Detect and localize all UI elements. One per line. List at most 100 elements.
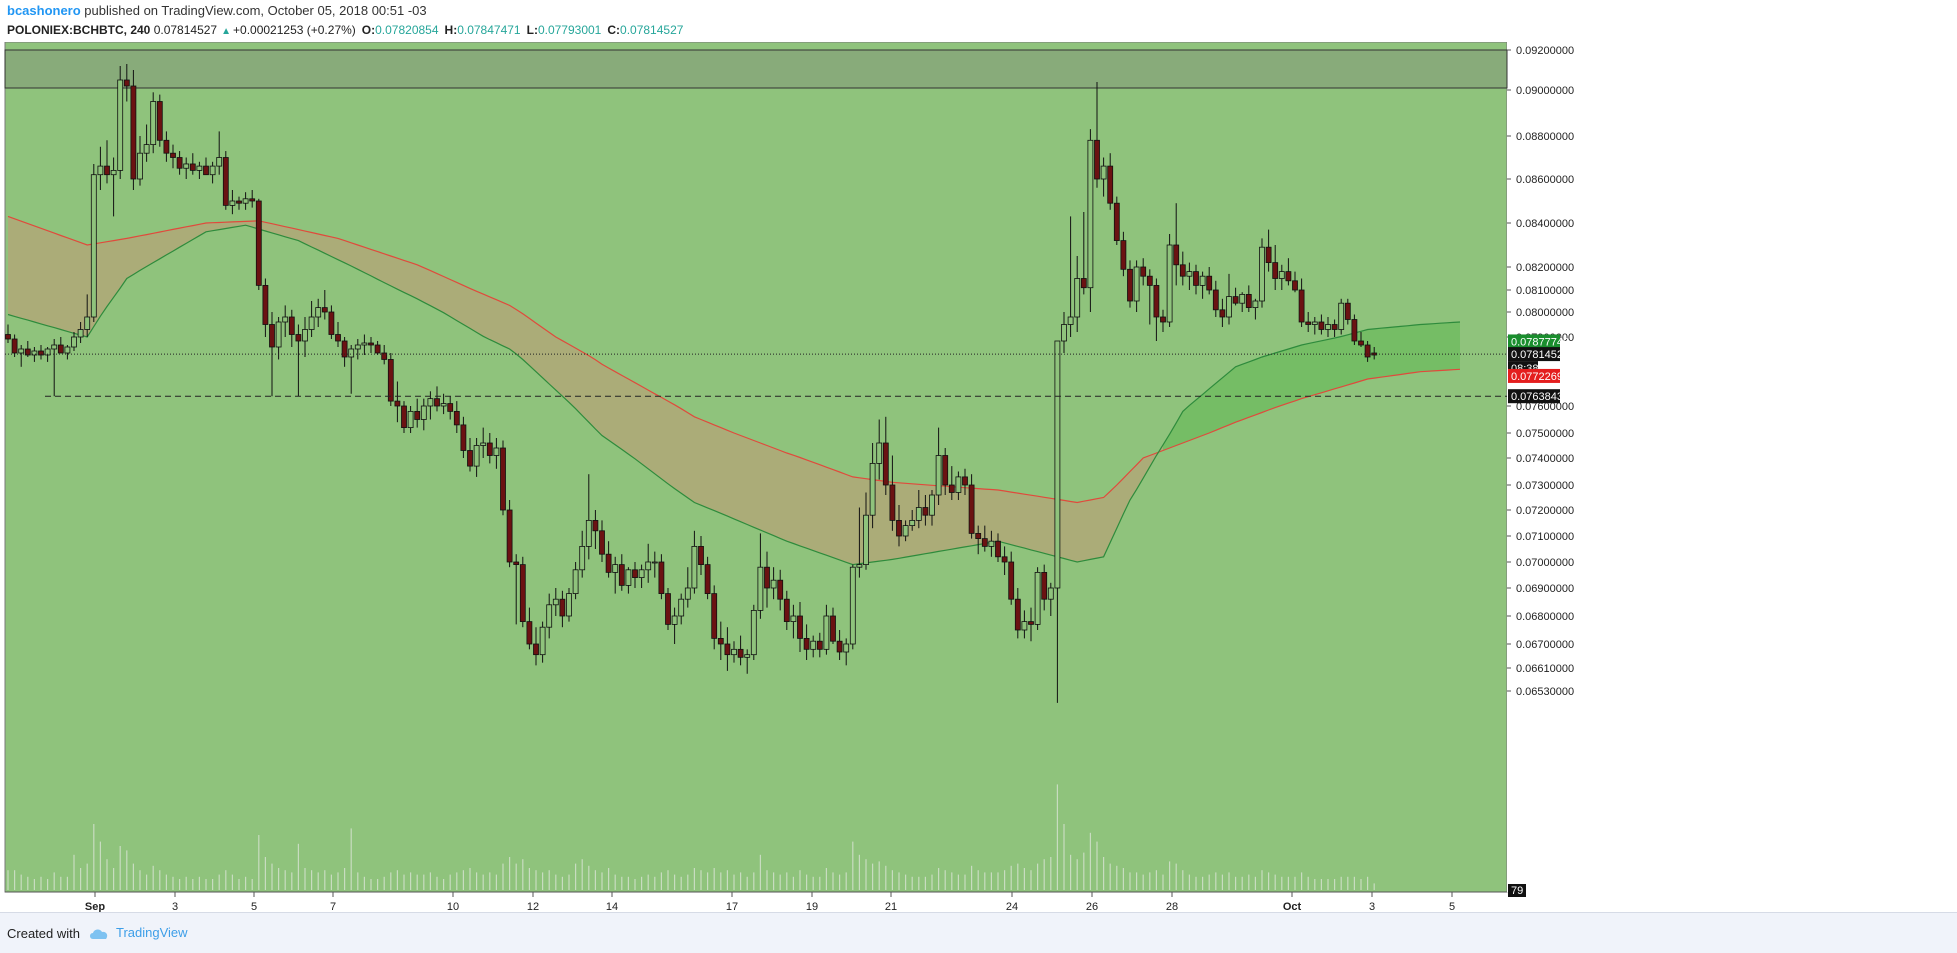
candle[interactable] [467, 438, 473, 472]
candle[interactable] [183, 157, 190, 180]
candle[interactable] [1087, 129, 1094, 312]
candle[interactable] [176, 151, 183, 175]
candle[interactable] [1133, 260, 1140, 312]
candle[interactable] [486, 433, 493, 464]
candle[interactable] [1351, 314, 1358, 346]
candle[interactable] [691, 530, 698, 594]
candle[interactable] [645, 543, 652, 583]
candle[interactable] [447, 396, 454, 420]
candle[interactable] [876, 419, 883, 480]
candle[interactable] [1338, 298, 1345, 335]
candle[interactable] [117, 66, 124, 179]
candle[interactable] [209, 161, 216, 184]
candle[interactable] [625, 567, 632, 594]
candle[interactable] [275, 317, 282, 360]
candle[interactable] [1100, 157, 1107, 197]
candle[interactable] [717, 621, 724, 660]
candle[interactable] [915, 490, 922, 529]
candle[interactable] [863, 492, 869, 570]
candle[interactable] [579, 530, 586, 578]
candle[interactable] [321, 290, 328, 320]
candle[interactable] [434, 386, 440, 412]
candle[interactable] [513, 554, 520, 625]
candle[interactable] [1305, 312, 1312, 332]
candle[interactable] [612, 556, 619, 594]
candle[interactable] [1252, 298, 1259, 320]
tradingview-logo[interactable]: TradingView [88, 925, 188, 940]
candle[interactable] [1094, 82, 1100, 188]
candle[interactable] [216, 131, 223, 175]
candle[interactable] [57, 337, 64, 354]
candle[interactable] [64, 345, 71, 360]
candle[interactable] [189, 153, 196, 175]
candle[interactable] [1120, 231, 1127, 277]
candle[interactable] [1021, 610, 1028, 639]
candle[interactable] [368, 337, 374, 353]
candle[interactable] [420, 398, 427, 431]
candle[interactable] [638, 564, 645, 588]
candle[interactable] [592, 510, 599, 549]
candle[interactable] [1311, 317, 1318, 335]
candle[interactable] [123, 64, 130, 102]
candle[interactable] [282, 305, 289, 337]
candle[interactable] [731, 641, 737, 663]
candle[interactable] [1199, 271, 1206, 299]
candle[interactable] [1080, 212, 1087, 295]
candle[interactable] [1061, 312, 1067, 353]
candle[interactable] [460, 416, 467, 458]
candle[interactable] [1239, 292, 1246, 312]
candle[interactable] [797, 602, 803, 652]
candle[interactable] [1173, 203, 1180, 286]
candle[interactable] [632, 562, 638, 588]
time-axis[interactable]: Sep 3 5 7 10 12 14 17 19 21 24 26 28 Oct 3 5 [5, 891, 1507, 912]
candle[interactable] [1160, 309, 1166, 332]
candle[interactable] [981, 525, 988, 552]
candle[interactable] [955, 471, 962, 501]
candle[interactable] [744, 649, 751, 674]
candle[interactable] [5, 324, 11, 344]
candle[interactable] [526, 607, 533, 650]
candle[interactable] [896, 505, 902, 547]
resistance-zone[interactable] [4, 49, 1508, 89]
candle[interactable] [1146, 269, 1153, 325]
candle[interactable] [473, 438, 480, 477]
candle[interactable] [156, 94, 163, 147]
candle[interactable] [1245, 285, 1252, 312]
candle[interactable] [922, 495, 929, 526]
candle[interactable] [823, 604, 830, 655]
candle[interactable] [1140, 258, 1147, 286]
candle[interactable] [315, 298, 322, 327]
candle[interactable] [242, 192, 249, 210]
candle[interactable] [1331, 319, 1338, 338]
candle[interactable] [942, 448, 949, 495]
candle[interactable] [18, 345, 25, 367]
candle[interactable] [1259, 238, 1265, 308]
candle[interactable] [262, 278, 269, 338]
candle[interactable] [737, 635, 744, 666]
candle[interactable] [1272, 245, 1279, 290]
candle[interactable] [618, 554, 625, 591]
candle[interactable] [1206, 267, 1213, 295]
candle[interactable] [651, 551, 658, 578]
candle[interactable] [387, 353, 394, 406]
candle[interactable] [1265, 229, 1272, 272]
candle[interactable] [599, 520, 605, 562]
candle[interactable] [150, 92, 157, 154]
candle[interactable] [995, 533, 1001, 562]
candle[interactable] [302, 317, 308, 357]
candle[interactable] [671, 607, 678, 644]
candle[interactable] [810, 635, 817, 658]
candle[interactable] [988, 530, 995, 557]
candle[interactable] [77, 322, 84, 343]
candle[interactable] [539, 621, 546, 663]
candle[interactable] [97, 146, 104, 190]
candle[interactable] [1292, 271, 1298, 293]
candle[interactable] [1358, 332, 1364, 347]
candle[interactable] [724, 627, 731, 671]
candle[interactable] [816, 632, 823, 658]
candle[interactable] [71, 332, 77, 351]
candle[interactable] [1067, 216, 1074, 337]
candle[interactable] [137, 136, 143, 186]
candle[interactable] [361, 334, 368, 356]
candle[interactable] [288, 309, 295, 347]
